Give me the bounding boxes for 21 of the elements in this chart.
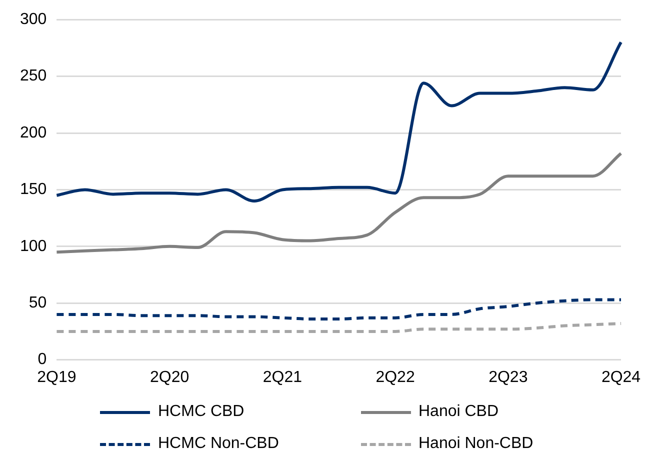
- legend-label: HCMC CBD: [158, 403, 244, 421]
- legend-label: HCMC Non-CBD: [158, 435, 279, 453]
- y-tick-label: 50: [28, 294, 47, 312]
- x-tick-label: 2Q20: [150, 368, 190, 386]
- x-tick-label: 2Q24: [601, 368, 641, 386]
- legend-label: Hanoi CBD: [418, 403, 499, 421]
- x-tick-label: 2Q21: [262, 368, 302, 386]
- y-tick-label: 100: [20, 238, 47, 255]
- line-series: [55, 298, 622, 320]
- line-series: [55, 322, 622, 333]
- x-tick-label: 2Q22: [376, 368, 415, 386]
- y-tick-label: 250: [20, 68, 47, 85]
- y-tick-label: 150: [20, 181, 47, 198]
- y-tick-label: 200: [20, 124, 47, 142]
- line-series: [55, 40, 622, 203]
- y-tick-label: 0: [38, 351, 47, 368]
- x-tick-label: 2Q23: [488, 368, 528, 386]
- x-tick-label: 2Q19: [37, 368, 76, 386]
- y-tick-label: 300: [20, 11, 47, 28]
- line-series: [55, 152, 622, 254]
- legend-label: Hanoi Non-CBD: [418, 435, 534, 453]
